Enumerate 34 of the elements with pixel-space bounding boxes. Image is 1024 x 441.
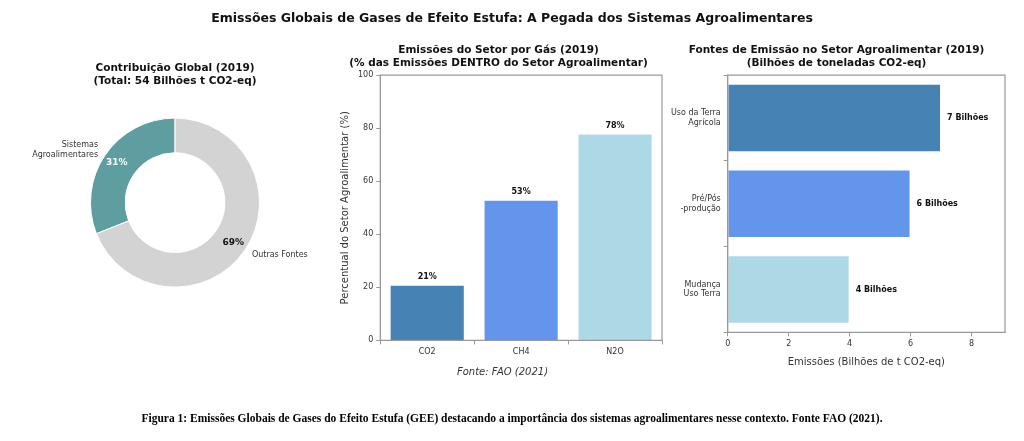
y-tick-label: 80 — [363, 123, 374, 133]
y-tick-label: 40 — [363, 229, 374, 239]
data-label: 69% — [222, 236, 245, 247]
data-label: 21% — [417, 271, 437, 281]
data-label: 78% — [605, 120, 625, 130]
x-tick-label: 0 — [725, 339, 731, 349]
x-tick-label: CH4 — [512, 347, 530, 357]
y-axis-title: Percentual do Setor Agroalimentar (%) — [338, 111, 350, 305]
source-note: Fonte: FAO (2021) — [455, 366, 550, 377]
slice-label: Outras Fontes — [251, 249, 308, 259]
text: Emissões Globais de Gases de Efeito Estufa: A Pegada dos Sistemas Agroalimentares — [210, 10, 814, 25]
data-label: 6 Bilhões — [916, 198, 959, 208]
x-tick-label: N2O — [606, 347, 624, 357]
x-tick-label: 4 — [847, 339, 853, 349]
y-tick-label: 20 — [363, 282, 374, 292]
x-tick-label: 6 — [908, 339, 914, 349]
slice-label: Sistemas Agroalimentares — [32, 140, 99, 160]
x-axis-title: Emissões (Bilhões de t CO2-eq) — [787, 355, 946, 367]
y-tick-label: 60 — [363, 176, 374, 186]
data-label: 31% — [105, 157, 128, 168]
x-tick-label: 8 — [968, 339, 975, 349]
y-tick-label: Pré/Pós -produção — [680, 193, 721, 213]
data-label: 53% — [511, 186, 531, 196]
chart-title: Emissões do Setor por Gás (2019) (% das Emissões DENTRO do Setor Agroalimentar) — [349, 43, 648, 68]
y-tick-label: Mudança Uso Terra — [683, 279, 721, 299]
data-label: 7 Bilhões — [947, 113, 989, 123]
data-label: 4 Bilhões — [855, 284, 898, 294]
y-tick-label: 100 — [357, 70, 374, 80]
x-tick-label: 2 — [786, 339, 792, 349]
x-tick-label: CO2 — [418, 347, 436, 357]
text: Figura 1: Emissões Globais de Gases do Efeito Estufa (GEE) destacando a importância dos sistemas agroalimentares nesse contexto. Fonte FAO (2021). — [140, 412, 884, 424]
y-tick-label: Uso da Terra Agrícola — [670, 108, 721, 127]
chart-title: Fontes de Emissão no Setor Agroalimentar (2019) (Bilhões de toneladas CO2-eq) — [688, 43, 985, 68]
chart-title: Contribuição Global (2019) (Total: 54 Bilhões t CO2-eq) — [93, 61, 257, 86]
